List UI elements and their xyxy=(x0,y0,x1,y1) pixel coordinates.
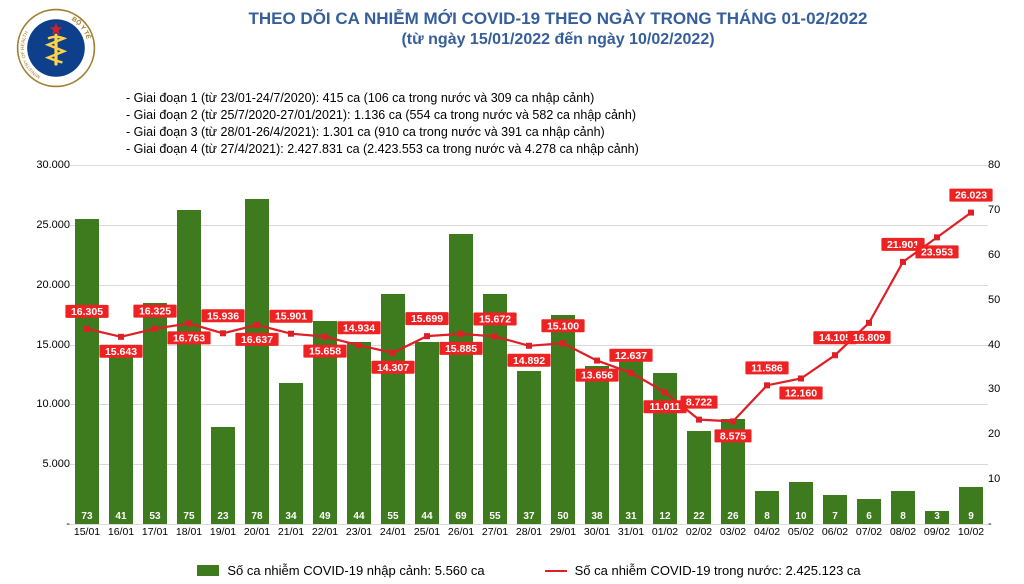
svg-text:11.586: 11.586 xyxy=(751,362,783,374)
svg-text:14.892: 14.892 xyxy=(513,355,545,367)
chart-container: BỘ Y TẾ MINISTRY OF HEALTH THEO DÕI CA N… xyxy=(0,0,1024,584)
line-series: 16.305 15.643 16.325 16.76315.93616.63715.9… xyxy=(70,165,988,524)
period-notes: - Giai đoạn 1 (từ 23/01-24/7/2020): 415 … xyxy=(126,90,1008,158)
svg-text:15.699: 15.699 xyxy=(411,313,443,325)
legend-bar-label: Số ca nhiễm COVID-19 nhập cảnh: 5.560 ca xyxy=(227,563,484,578)
svg-text:12.160: 12.160 xyxy=(785,387,817,399)
svg-text:15.672: 15.672 xyxy=(479,313,511,325)
svg-text:15.885: 15.885 xyxy=(445,343,477,355)
svg-text:16.637: 16.637 xyxy=(241,334,273,346)
svg-text:14.105: 14.105 xyxy=(819,332,851,344)
title-line-1: THEO DÕI CA NHIỄM MỚI COVID-19 THEO NGÀY… xyxy=(108,8,1008,30)
legend-bar: Số ca nhiễm COVID-19 nhập cảnh: 5.560 ca xyxy=(197,563,484,578)
svg-text:12.637: 12.637 xyxy=(615,350,647,362)
svg-text:13.656: 13.656 xyxy=(581,370,613,382)
svg-text:15.643: 15.643 xyxy=(105,346,137,358)
y-axis-left: -5.00010.00015.00020.00025.00030.000 xyxy=(36,165,70,524)
svg-text:8.722: 8.722 xyxy=(686,397,712,409)
svg-text:15.936: 15.936 xyxy=(207,310,239,322)
svg-text:16.809: 16.809 xyxy=(853,332,885,344)
svg-text:16.305: 16.305 xyxy=(71,306,103,318)
legend: Số ca nhiễm COVID-19 nhập cảnh: 5.560 ca… xyxy=(70,563,988,578)
legend-line-swatch xyxy=(545,570,567,572)
svg-text:8.575: 8.575 xyxy=(720,430,746,442)
legend-line: Số ca nhiễm COVID-19 trong nước: 2.425.1… xyxy=(545,563,861,578)
svg-text:14.307: 14.307 xyxy=(377,362,409,374)
header: BỘ Y TẾ MINISTRY OF HEALTH THEO DÕI CA N… xyxy=(16,8,1008,88)
title-line-2: (từ ngày 15/01/2022 đến ngày 10/02/2022) xyxy=(108,30,1008,51)
ministry-logo: BỘ Y TẾ MINISTRY OF HEALTH xyxy=(16,8,96,88)
legend-line-label: Số ca nhiễm COVID-19 trong nước: 2.425.1… xyxy=(575,563,861,578)
svg-text:21.901: 21.901 xyxy=(887,239,919,251)
svg-text:14.934: 14.934 xyxy=(343,322,375,334)
legend-bar-swatch xyxy=(197,565,219,576)
svg-text:15.100: 15.100 xyxy=(547,320,579,332)
x-axis: 15/0116/0117/0118/0119/0120/0121/0122/01… xyxy=(70,526,988,546)
svg-text:16.763: 16.763 xyxy=(173,332,205,344)
svg-text:26.023: 26.023 xyxy=(955,190,987,202)
plot-area: 7341537523783449445544695537503831122226… xyxy=(70,165,988,524)
svg-text:11.011: 11.011 xyxy=(650,401,681,413)
title-block: THEO DÕI CA NHIỄM MỚI COVID-19 THEO NGÀY… xyxy=(108,8,1008,51)
y-axis-right: -1020304050607080 xyxy=(988,165,1016,524)
svg-text:15.658: 15.658 xyxy=(309,346,341,358)
svg-text:23.953: 23.953 xyxy=(921,246,953,258)
svg-text:15.901: 15.901 xyxy=(275,311,307,323)
svg-text:16.325: 16.325 xyxy=(139,306,171,318)
